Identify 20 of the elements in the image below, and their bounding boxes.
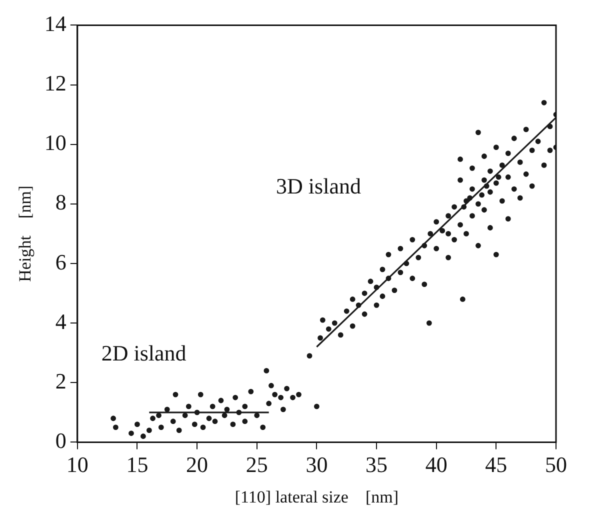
y-tick-label: 12	[44, 70, 66, 96]
x-tick-label: 40	[425, 452, 448, 478]
x-tick-label: 15	[126, 452, 148, 478]
annotation: 2D island	[101, 340, 186, 366]
y-tick-label: 4	[55, 308, 66, 334]
annotation: 3D island	[276, 174, 361, 199]
y-tick-label: 0	[55, 428, 66, 453]
y-tick-label: 10	[44, 130, 66, 156]
y-tick-label: 8	[55, 190, 66, 215]
x-tick-label: 35	[366, 452, 388, 478]
y-tick-label: 14	[44, 10, 66, 36]
y-axis-title: Height [nm]	[16, 186, 35, 282]
y-tick-label: 2	[55, 368, 66, 394]
x-tick-label: 25	[246, 452, 268, 478]
y-tick-label: 6	[55, 249, 66, 274]
x-tick-label: 30	[306, 452, 328, 478]
x-tick-label: 20	[186, 452, 208, 478]
x-axis-title: [110] lateral size [nm]	[234, 487, 399, 506]
x-tick-label: 45	[485, 452, 508, 478]
x-tick-label: 50	[545, 452, 567, 478]
